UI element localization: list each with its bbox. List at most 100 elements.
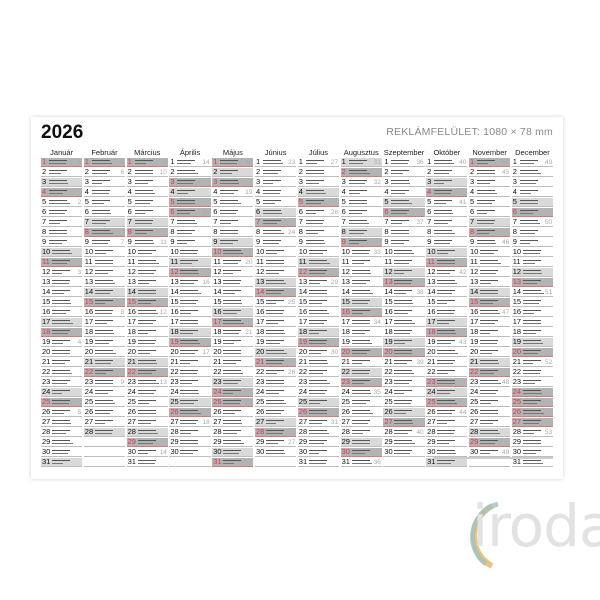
day-row: 16 47: [468, 307, 511, 317]
name-day-text: [437, 369, 456, 371]
day-row: 3: [426, 177, 468, 187]
day-row: 10: [468, 247, 511, 257]
name-day-text: [351, 279, 370, 281]
name-day-text: [94, 322, 107, 324]
day-number: 6: [298, 207, 303, 216]
name-day-text: [134, 179, 153, 181]
name-day-text: [348, 182, 365, 184]
name-day-text: [351, 442, 370, 444]
day-number: 16: [213, 307, 222, 316]
day-number: 20: [170, 347, 179, 356]
day-number: 4: [255, 187, 261, 196]
day-row: 6: [254, 207, 297, 217]
name-day-text: [52, 252, 72, 254]
name-day-text: [223, 292, 236, 294]
day-row: 27: [254, 417, 297, 427]
name-day-text: [52, 349, 70, 351]
day-number: 24: [341, 387, 350, 396]
day-number: 30: [512, 447, 522, 456]
name-day-text: [52, 379, 70, 381]
name-day-text: [394, 322, 416, 324]
day-number: 2: [469, 167, 475, 176]
day-number: 24: [384, 387, 393, 396]
name-day-text: [52, 289, 70, 291]
name-day-text: [434, 202, 447, 204]
day-number: 30: [384, 447, 393, 456]
day-row: 31: [511, 457, 554, 467]
name-day-text: [394, 382, 410, 384]
name-day-text: [262, 189, 281, 191]
day-row: 28 53: [511, 427, 554, 437]
day-number: 25: [213, 397, 222, 406]
name-day-text: [91, 239, 110, 241]
name-day-text: [94, 362, 111, 364]
day-row: 25: [297, 397, 340, 407]
name-day-text: [180, 382, 193, 384]
day-number: 20: [298, 347, 308, 356]
name-day-text: [519, 199, 538, 201]
day-number: 21: [170, 357, 179, 366]
name-day-text: [391, 159, 410, 161]
name-day-text: [351, 269, 370, 271]
week-number: 52: [544, 358, 553, 366]
name-day-text: [479, 252, 494, 254]
name-day-text: [52, 409, 70, 411]
day-number: 6: [213, 207, 218, 216]
name-day-text: [519, 189, 538, 191]
day-number: 21: [298, 357, 308, 366]
name-day-text: [137, 449, 156, 451]
name-day-text: [134, 189, 153, 191]
day-row: 31: [41, 457, 83, 467]
name-day-text: [479, 362, 499, 364]
name-day-text: [52, 272, 62, 274]
name-day-text: [52, 299, 70, 301]
name-day-text: [180, 282, 195, 284]
day-number: 15: [42, 297, 51, 306]
day-row: 13: [340, 277, 382, 287]
week-number: 15: [202, 208, 210, 216]
name-day-text: [265, 429, 284, 431]
day-number: 13: [512, 277, 522, 286]
day-row: 29: [511, 437, 554, 447]
day-number: 23: [512, 377, 522, 386]
day-row: 19: [83, 337, 126, 347]
name-day-text: [180, 279, 199, 281]
day-row: 2 45: [468, 167, 511, 177]
name-day-text: [137, 442, 153, 444]
day-number: 9: [384, 237, 389, 246]
name-day-text: [49, 172, 61, 174]
day-number: 19: [255, 337, 265, 346]
day-row: 28: [83, 427, 126, 437]
week-number: 36: [373, 458, 381, 466]
day-number: 24: [42, 387, 51, 396]
week-number: 26: [288, 368, 296, 376]
name-day-text: [94, 292, 110, 294]
day-row: 18: [41, 327, 83, 337]
name-day-text: [137, 309, 156, 311]
week-number: 25: [288, 298, 296, 306]
day-number: 19: [427, 337, 436, 346]
name-day-text: [434, 182, 445, 184]
name-day-text: [479, 339, 498, 341]
name-day-text: [52, 309, 70, 311]
day-row: 21: [297, 357, 340, 367]
name-day-text: [394, 262, 410, 264]
day-row: 26: [169, 407, 211, 417]
name-day-text: [180, 332, 194, 334]
day-row: 11: [83, 257, 126, 267]
day-number: 24: [298, 387, 308, 396]
name-day-text: [177, 242, 188, 244]
day-row: 4: [511, 187, 554, 197]
day-row: 8: [468, 227, 511, 237]
name-day-text: [479, 319, 498, 321]
day-number: 21: [84, 357, 94, 366]
logo-arc-icon: [470, 501, 499, 569]
name-day-text: [134, 202, 150, 204]
day-number: 4: [84, 187, 89, 196]
name-day-text: [308, 269, 327, 271]
day-number: 25: [469, 397, 479, 406]
day-row: 5: [126, 197, 168, 207]
day-row: 19 4: [41, 337, 83, 347]
name-day-text: [308, 449, 327, 451]
name-day-text: [137, 459, 156, 461]
